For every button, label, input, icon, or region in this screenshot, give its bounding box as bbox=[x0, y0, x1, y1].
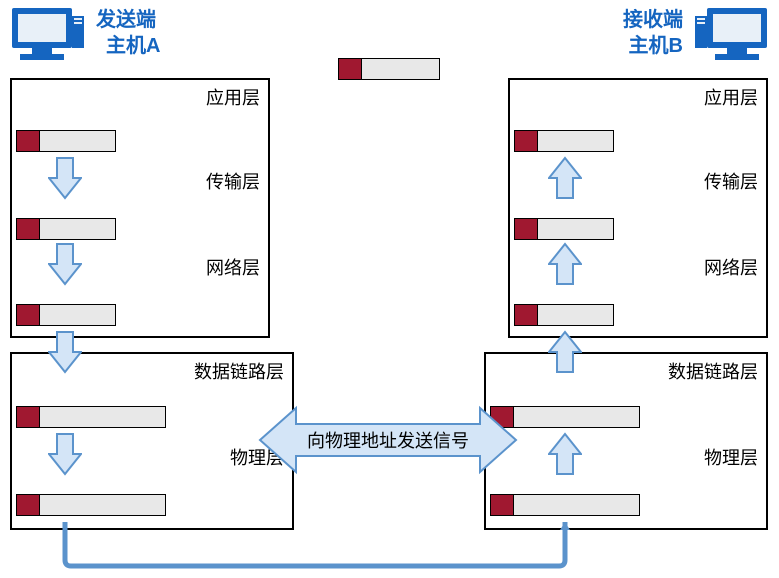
right-network-packet bbox=[514, 304, 614, 326]
left-datalink-packet bbox=[16, 406, 166, 428]
left-physical-packet bbox=[16, 494, 166, 516]
right-arrow-4 bbox=[548, 432, 582, 476]
right-datalink-title: 数据链路层 bbox=[668, 358, 758, 384]
packet-header bbox=[16, 494, 40, 516]
left-datalink-title: 数据链路层 bbox=[194, 358, 284, 384]
right-datalink-layer: 数据链路层 bbox=[484, 352, 768, 442]
right-physical-layer: 物理层 bbox=[484, 440, 768, 530]
packet-header bbox=[514, 218, 538, 240]
left-arrow-1 bbox=[48, 156, 82, 200]
left-app-packet bbox=[16, 130, 116, 152]
left-arrow-2 bbox=[48, 242, 82, 286]
right-app-layer: 应用层 bbox=[508, 78, 768, 166]
packet-body bbox=[40, 406, 166, 428]
packet-body bbox=[40, 304, 116, 326]
packet-header bbox=[514, 130, 538, 152]
receiver-computer bbox=[693, 6, 769, 71]
packet-body bbox=[514, 494, 640, 516]
packet-header bbox=[16, 130, 40, 152]
right-physical-packet bbox=[490, 494, 640, 516]
receiver-label-1: 接收端 bbox=[623, 8, 683, 32]
left-app-layer: 应用层 bbox=[10, 78, 270, 166]
right-arrow-1 bbox=[548, 156, 582, 200]
right-arrow-2 bbox=[548, 242, 582, 286]
right-physical-title: 物理层 bbox=[704, 444, 758, 470]
packet-header bbox=[16, 218, 40, 240]
left-network-packet bbox=[16, 304, 116, 326]
bottom-connection bbox=[60, 522, 570, 572]
left-arrow-3 bbox=[48, 330, 82, 374]
physical-arrow: 向物理地址发送信号 bbox=[258, 402, 518, 478]
packet-body bbox=[538, 304, 614, 326]
packet-header bbox=[338, 58, 362, 80]
packet-header bbox=[16, 304, 40, 326]
sender-label-2: 主机A bbox=[106, 34, 160, 58]
packet-header bbox=[514, 304, 538, 326]
packet-body bbox=[538, 130, 614, 152]
packet-header bbox=[490, 494, 514, 516]
packet-body bbox=[362, 58, 440, 80]
left-transport-packet bbox=[16, 218, 116, 240]
right-transport-title: 传输层 bbox=[704, 168, 758, 194]
physical-arrow-label: 向物理地址发送信号 bbox=[258, 427, 518, 453]
right-app-packet bbox=[514, 130, 614, 152]
sender-label-1: 发送端 bbox=[96, 8, 156, 32]
right-arrow-3 bbox=[548, 330, 582, 374]
packet-header bbox=[16, 406, 40, 428]
packet-body bbox=[40, 130, 116, 152]
left-network-title: 网络层 bbox=[206, 254, 260, 280]
left-arrow-4 bbox=[48, 432, 82, 476]
packet-body bbox=[514, 406, 640, 428]
receiver-label-2: 主机B bbox=[629, 34, 683, 58]
right-app-title: 应用层 bbox=[704, 84, 758, 110]
packet-body bbox=[40, 218, 116, 240]
sender-computer bbox=[10, 6, 86, 71]
packet-top bbox=[338, 58, 440, 80]
right-network-title: 网络层 bbox=[704, 254, 758, 280]
left-app-title: 应用层 bbox=[206, 84, 260, 110]
right-transport-packet bbox=[514, 218, 614, 240]
packet-body bbox=[538, 218, 614, 240]
left-transport-title: 传输层 bbox=[206, 168, 260, 194]
packet-body bbox=[40, 494, 166, 516]
